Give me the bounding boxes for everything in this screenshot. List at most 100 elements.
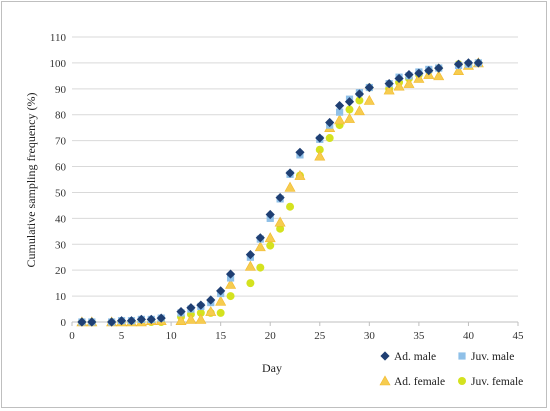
y-tick-label: 50 [55, 187, 67, 199]
data-point [284, 181, 296, 192]
data-point [286, 202, 295, 211]
y-tick-label: 20 [55, 265, 67, 277]
gridlines [72, 36, 518, 297]
y-tick-label: 90 [55, 84, 67, 96]
y-tick-label: 30 [55, 239, 67, 251]
data-point [107, 317, 117, 327]
legend-marker [458, 352, 466, 360]
x-tick-label: 40 [463, 330, 475, 342]
data-point [215, 295, 227, 306]
data-point [325, 134, 334, 143]
data-point [116, 316, 127, 326]
legend: Ad. male Juv. male Ad. female Juv. female [379, 351, 523, 388]
data-point [434, 63, 444, 73]
x-tick-label: 25 [314, 330, 326, 342]
data-point [275, 193, 285, 203]
data-point [205, 306, 217, 316]
data-point [156, 313, 166, 323]
data-point [414, 68, 424, 78]
x-tick-label: 35 [413, 330, 425, 342]
data-point [294, 169, 306, 180]
data-point [136, 314, 146, 325]
data-point [404, 69, 414, 80]
y-tick-label: 80 [55, 110, 67, 122]
legend-item: Juv. female [458, 376, 523, 388]
data-point [226, 292, 235, 301]
data-point [216, 308, 225, 317]
data-point [246, 279, 255, 288]
data-point [393, 80, 405, 91]
y-axis-label: Cumulative sampling frequency (%) [24, 93, 38, 268]
data-point [344, 112, 356, 123]
data-point [77, 317, 87, 327]
data-point [383, 84, 395, 95]
data-point [146, 314, 156, 325]
data-point [285, 168, 295, 178]
data-point [345, 105, 354, 114]
x-tick-label: 20 [265, 330, 277, 342]
data-point [315, 133, 325, 143]
data-points [76, 57, 484, 327]
legend-marker [379, 375, 391, 386]
data-point [453, 65, 465, 75]
data-point [314, 150, 326, 161]
data-point [354, 89, 365, 99]
legend-label: Juv. male [471, 351, 514, 363]
legend-label: Ad. male [394, 351, 436, 363]
data-point [265, 209, 275, 220]
data-point [255, 233, 265, 243]
legend-marker [458, 377, 466, 385]
data-point [256, 263, 265, 272]
data-point [453, 59, 464, 69]
data-point [186, 303, 196, 313]
x-tick-labels: 0 5 10 15 20 25 30 35 40 45 [69, 330, 524, 342]
x-tick-label: 45 [513, 330, 525, 342]
data-point [325, 117, 335, 128]
data-point [295, 147, 305, 157]
y-tick-label: 40 [55, 213, 67, 225]
data-point [336, 108, 344, 116]
y-tick-label: 10 [55, 291, 67, 303]
data-point [335, 101, 345, 111]
data-point [245, 250, 255, 260]
data-point [206, 295, 216, 305]
data-point [433, 70, 445, 81]
x-tick-label: 5 [119, 330, 125, 342]
y-tick-label: 70 [55, 136, 67, 148]
data-point [216, 286, 226, 296]
data-point [266, 241, 275, 250]
data-point [315, 145, 324, 154]
x-tick-label: 15 [215, 330, 227, 342]
series-ad-male [77, 58, 483, 327]
data-point [254, 241, 266, 252]
legend-item: Juv. male [458, 351, 514, 363]
data-point [196, 300, 206, 310]
data-point [413, 72, 425, 83]
data-point [175, 315, 187, 326]
data-point [463, 58, 474, 68]
legend-marker [380, 351, 390, 361]
data-point [87, 317, 97, 327]
y-tick-label: 110 [50, 32, 67, 44]
data-point [334, 114, 346, 125]
data-point [185, 313, 197, 324]
data-point [244, 260, 256, 271]
data-point [403, 78, 415, 88]
data-point [225, 278, 237, 289]
data-point [196, 308, 205, 317]
data-point [176, 307, 186, 317]
data-point [344, 97, 355, 107]
data-point [276, 224, 285, 233]
x-tick-label: 10 [166, 330, 178, 342]
data-point [274, 216, 286, 227]
y-tick-label: 100 [50, 58, 67, 70]
data-point [473, 58, 483, 68]
data-point [355, 96, 364, 105]
legend-item: Ad. male [380, 351, 436, 363]
data-point [353, 105, 365, 116]
data-point [195, 313, 207, 324]
data-point [264, 232, 276, 243]
data-point [384, 79, 394, 89]
data-point [424, 66, 434, 76]
